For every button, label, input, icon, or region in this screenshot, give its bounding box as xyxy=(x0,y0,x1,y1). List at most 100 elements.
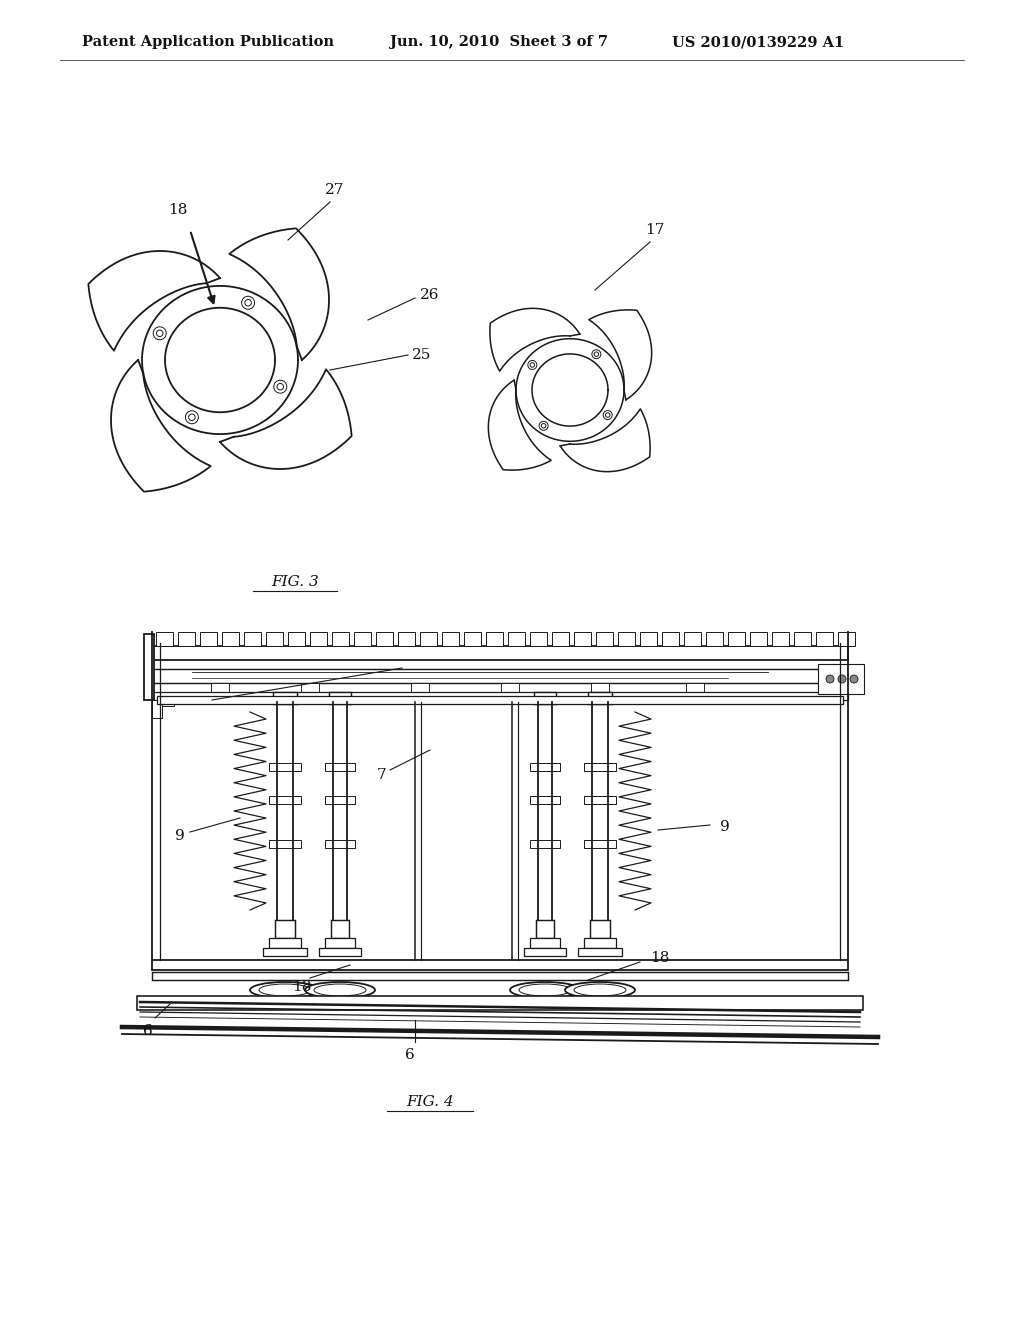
Bar xyxy=(591,682,609,692)
Bar xyxy=(590,920,610,939)
Bar xyxy=(794,632,811,645)
Text: 26: 26 xyxy=(420,288,439,302)
Bar xyxy=(329,692,351,704)
Bar xyxy=(200,632,217,645)
Bar xyxy=(137,997,863,1010)
Bar xyxy=(269,796,301,804)
Bar xyxy=(275,920,295,939)
Circle shape xyxy=(850,675,858,682)
Bar xyxy=(534,692,556,704)
Bar xyxy=(157,696,843,704)
Bar xyxy=(376,632,393,645)
Bar xyxy=(420,632,437,645)
Bar xyxy=(501,682,519,692)
Bar xyxy=(222,632,239,645)
Bar xyxy=(325,763,355,771)
Bar xyxy=(818,664,864,694)
Bar xyxy=(530,939,560,948)
Bar xyxy=(152,700,174,706)
Bar xyxy=(411,682,429,692)
Bar xyxy=(244,632,261,645)
Text: Jun. 10, 2010  Sheet 3 of 7: Jun. 10, 2010 Sheet 3 of 7 xyxy=(390,36,608,49)
Bar xyxy=(464,632,481,645)
Bar xyxy=(640,632,657,645)
Bar xyxy=(530,763,560,771)
Bar xyxy=(211,682,229,692)
Bar xyxy=(539,997,551,1005)
Bar xyxy=(706,632,723,645)
Text: US 2010/0139229 A1: US 2010/0139229 A1 xyxy=(672,36,844,49)
Ellipse shape xyxy=(305,982,375,998)
Bar xyxy=(686,682,705,692)
Bar xyxy=(596,632,613,645)
Bar xyxy=(325,939,355,948)
Text: 9: 9 xyxy=(175,829,185,843)
Ellipse shape xyxy=(259,983,311,997)
Bar xyxy=(354,632,371,645)
Bar xyxy=(524,948,566,956)
Bar xyxy=(584,840,616,847)
Text: 9: 9 xyxy=(720,820,730,834)
Bar xyxy=(584,796,616,804)
Bar xyxy=(536,920,554,939)
Bar xyxy=(530,796,560,804)
Bar xyxy=(152,972,848,979)
Text: FIG. 4: FIG. 4 xyxy=(407,1096,454,1109)
Bar xyxy=(584,763,616,771)
Bar xyxy=(750,632,767,645)
Bar xyxy=(578,948,622,956)
Bar xyxy=(588,692,612,704)
Bar xyxy=(310,632,327,645)
Ellipse shape xyxy=(314,983,366,997)
Bar xyxy=(288,632,305,645)
Bar xyxy=(398,632,415,645)
Bar xyxy=(263,948,307,956)
Bar xyxy=(816,632,833,645)
Bar xyxy=(325,796,355,804)
Bar xyxy=(269,939,301,948)
Text: FIG. 3: FIG. 3 xyxy=(271,576,318,589)
Ellipse shape xyxy=(565,982,635,998)
Text: 18: 18 xyxy=(168,203,187,216)
Bar xyxy=(152,669,848,682)
Bar xyxy=(279,997,291,1005)
Bar xyxy=(152,960,848,970)
Ellipse shape xyxy=(250,982,319,998)
Bar xyxy=(144,634,154,700)
Circle shape xyxy=(826,675,834,682)
Bar xyxy=(273,692,297,704)
Text: 17: 17 xyxy=(645,223,665,238)
Bar xyxy=(662,632,679,645)
Ellipse shape xyxy=(519,983,571,997)
Bar xyxy=(486,632,503,645)
Circle shape xyxy=(838,675,846,682)
Bar xyxy=(152,645,848,660)
Text: 7: 7 xyxy=(377,768,387,781)
Bar xyxy=(530,632,547,645)
Bar xyxy=(334,997,346,1005)
Bar xyxy=(728,632,745,645)
Bar xyxy=(152,700,162,718)
Bar xyxy=(152,692,848,700)
Bar xyxy=(838,632,855,645)
Ellipse shape xyxy=(574,983,626,997)
Bar xyxy=(442,632,459,645)
Text: Patent Application Publication: Patent Application Publication xyxy=(82,36,334,49)
Bar xyxy=(584,939,616,948)
Bar xyxy=(574,632,591,645)
Text: 6: 6 xyxy=(406,1048,415,1063)
Bar xyxy=(530,840,560,847)
Bar xyxy=(266,632,283,645)
Bar xyxy=(269,840,301,847)
Bar xyxy=(178,632,195,645)
Bar xyxy=(772,632,790,645)
Bar xyxy=(508,632,525,645)
Bar xyxy=(594,997,606,1005)
Text: 25: 25 xyxy=(412,348,431,362)
Bar xyxy=(319,948,361,956)
Text: 27: 27 xyxy=(326,183,345,197)
Text: 18: 18 xyxy=(292,979,311,994)
Bar xyxy=(325,840,355,847)
Bar xyxy=(331,920,349,939)
Bar xyxy=(332,632,349,645)
